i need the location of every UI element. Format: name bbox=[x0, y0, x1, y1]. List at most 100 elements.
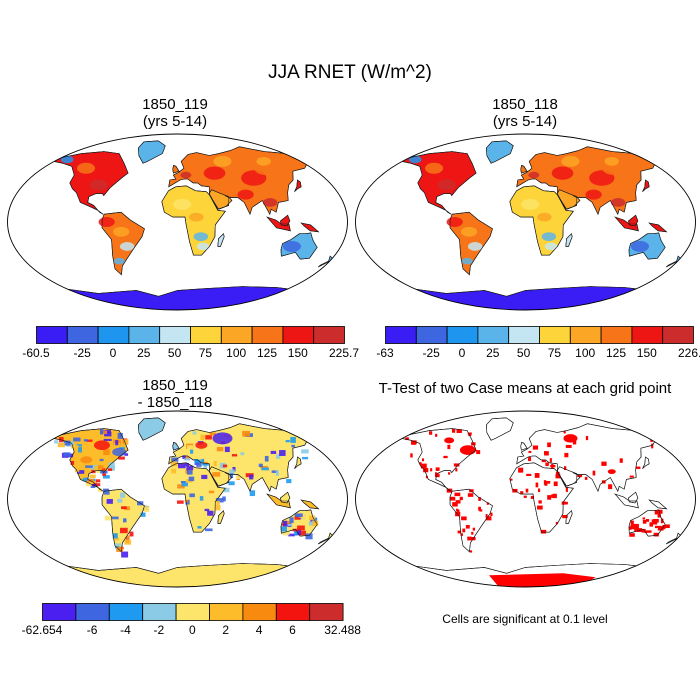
colorbar-swatch bbox=[415, 326, 448, 344]
colorbar-label: 150 bbox=[287, 346, 308, 360]
map-panel-ttest bbox=[355, 410, 696, 588]
map-field-texture bbox=[405, 428, 670, 587]
continent-greenland bbox=[138, 140, 166, 164]
map-outline bbox=[7, 410, 348, 588]
colorbar-swatch bbox=[631, 326, 664, 344]
colorbar-label: -62.654 bbox=[21, 623, 63, 637]
colorbar-swatch bbox=[600, 326, 633, 344]
colorbar-swatch bbox=[477, 326, 510, 344]
continent-greenland bbox=[486, 140, 514, 164]
colorbar-swatch bbox=[75, 603, 110, 621]
map-panel-1850-118 bbox=[355, 133, 696, 311]
colorbar-label: 25 bbox=[486, 346, 500, 360]
colorbar-label: 100 bbox=[226, 346, 247, 360]
colorbar-difference: -62.654 -6 -4 -2 0 2 4 6 32.488 bbox=[22, 603, 361, 640]
panel-2-title-line2: (yrs 5-14) bbox=[492, 113, 558, 130]
panel-4-title: T-Test of two Case means at each grid po… bbox=[350, 380, 700, 397]
colorbar-swatch bbox=[159, 326, 191, 344]
map-field-texture bbox=[60, 155, 315, 265]
continent-africa bbox=[509, 462, 574, 533]
colorbar-label: 75 bbox=[198, 346, 213, 360]
colorbar-label: -63 bbox=[376, 346, 394, 360]
colorbar-label: -2 bbox=[153, 623, 165, 637]
panel-4-title-line1: T-Test of two Case means at each grid po… bbox=[378, 380, 672, 397]
colorbar-label: 0 bbox=[188, 623, 196, 637]
colorbar-swatch bbox=[313, 326, 345, 344]
colorbar-label: -60.5 bbox=[22, 346, 50, 360]
colorbar-swatch bbox=[36, 326, 68, 344]
colorbar-label: 150 bbox=[636, 346, 657, 360]
colorbar-swatch bbox=[446, 326, 479, 344]
colorbar-label: 2 bbox=[222, 623, 230, 637]
colorbar-swatch bbox=[97, 326, 130, 344]
colorbar-swatch bbox=[42, 603, 77, 621]
colorbar-label: 32.488 bbox=[324, 623, 361, 637]
figure-title: JJA RNET (W/m^2) bbox=[268, 62, 432, 83]
colorbar-swatch bbox=[175, 603, 210, 621]
colorbar-label: 225.7 bbox=[328, 346, 360, 360]
panel-1-title: 1850_119 (yrs 5-14) bbox=[0, 96, 350, 130]
colorbar-swatches bbox=[385, 326, 694, 344]
colorbar-label: 125 bbox=[605, 346, 627, 360]
continent-greenland bbox=[486, 417, 514, 441]
colorbar-swatches bbox=[42, 603, 344, 621]
colorbar-swatch bbox=[309, 603, 344, 621]
colorbar-label: 226.5 bbox=[677, 346, 700, 360]
colorbar-label: -25 bbox=[73, 346, 91, 360]
colorbar-swatch bbox=[275, 603, 311, 621]
colorbar-label: 0 bbox=[458, 346, 466, 360]
colorbar-label: 100 bbox=[575, 346, 596, 360]
colorbar-label: -4 bbox=[120, 623, 131, 637]
map-panel-1850-119 bbox=[7, 133, 348, 311]
colorbar-label: 0 bbox=[109, 346, 117, 360]
colorbar-label: 50 bbox=[516, 346, 531, 360]
colorbar-label: 125 bbox=[256, 346, 278, 360]
map-land-layer bbox=[47, 417, 335, 587]
colorbar-swatch bbox=[108, 603, 144, 621]
colorbar-swatch bbox=[128, 326, 161, 344]
panel-2-title: 1850_118 (yrs 5-14) bbox=[350, 96, 700, 130]
continent-namerica bbox=[401, 428, 477, 492]
continent-greenland bbox=[138, 417, 166, 441]
map-land-layer bbox=[47, 140, 335, 310]
colorbar-label: -6 bbox=[86, 623, 98, 637]
panel-1-title-line1: 1850_119 bbox=[142, 96, 208, 113]
panel-3-title-line1: 1850_119 bbox=[142, 377, 208, 394]
colorbar-1850-119: -60.5 -25 0 25 50 75 100 125 150 225.7 bbox=[22, 326, 359, 363]
colorbar-swatch bbox=[251, 326, 284, 344]
panel-1-title-line2: (yrs 5-14) bbox=[142, 113, 208, 130]
colorbar-label: 75 bbox=[547, 346, 562, 360]
map-land-layer bbox=[395, 140, 683, 310]
map-outline bbox=[7, 133, 348, 311]
colorbar-swatch bbox=[662, 326, 694, 344]
map-panel-difference bbox=[7, 410, 348, 588]
panel-2-title-line1: 1850_118 bbox=[492, 96, 558, 113]
colorbar-label: 4 bbox=[255, 623, 263, 637]
map-outline bbox=[355, 410, 696, 588]
colorbar-swatch bbox=[508, 326, 540, 344]
colorbar-label: 6 bbox=[289, 623, 296, 637]
colorbar-swatch bbox=[66, 326, 99, 344]
colorbar-swatch bbox=[385, 326, 417, 344]
map-land-layer bbox=[395, 417, 683, 587]
colorbar-swatch bbox=[220, 326, 253, 344]
map-outline bbox=[355, 133, 696, 311]
colorbar-swatch bbox=[242, 603, 277, 621]
colorbar-swatch bbox=[209, 603, 244, 621]
map-field-texture bbox=[408, 155, 663, 265]
colorbar-swatch bbox=[539, 326, 571, 344]
colorbar-swatch bbox=[190, 326, 222, 344]
colorbar-swatches bbox=[36, 326, 345, 344]
continent-samerica bbox=[449, 488, 493, 553]
colorbar-swatch bbox=[282, 326, 315, 344]
colorbar-label: -25 bbox=[422, 346, 440, 360]
colorbar-label: 25 bbox=[137, 346, 151, 360]
panel-3-title-line2: - 1850_118 bbox=[137, 394, 213, 411]
colorbar-1850-118: -63 -25 0 25 50 75 100 125 150 226.5 bbox=[376, 326, 700, 363]
colorbar-swatch bbox=[142, 603, 177, 621]
colorbar-swatch bbox=[569, 326, 602, 344]
colorbar-label: 50 bbox=[167, 346, 182, 360]
panel-3-title: 1850_119 - 1850_118 bbox=[0, 377, 350, 411]
map-field-texture bbox=[54, 428, 319, 558]
significance-note: Cells are significant at 0.1 level bbox=[442, 612, 608, 626]
